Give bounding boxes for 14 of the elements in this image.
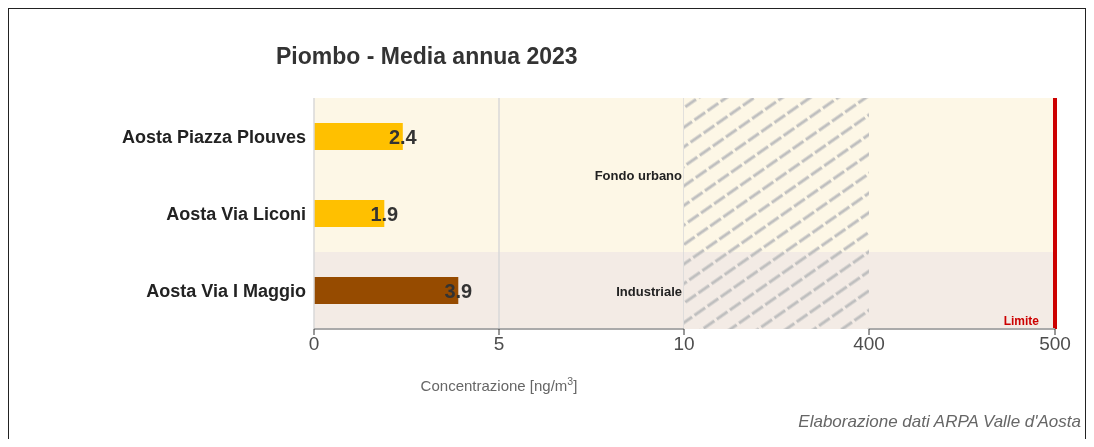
y-tick-label: Aosta Via I Maggio — [146, 280, 306, 301]
y-tick-label: Aosta Via Liconi — [166, 203, 306, 224]
text: Elaborazione dati ARPA Valle d'Aosta — [798, 412, 1081, 432]
chart-title: Piombo - Media annua 2023 — [276, 43, 578, 70]
ref-line-label: Limite — [1003, 314, 1040, 328]
x-axis-title: Concentrazione [ng/m$^{3}$] — [420, 375, 578, 394]
x-tick-label: 10 — [673, 333, 695, 355]
x-tick-label: 0 — [308, 333, 320, 355]
y-tick-label: Aosta Piazza Plouves — [121, 126, 306, 147]
x-tick-label: 500 — [1039, 333, 1071, 355]
x-tick-label: 5 — [493, 333, 505, 355]
x-tick-label: 400 — [853, 333, 885, 355]
band-label: Industriale — [616, 283, 682, 299]
band-label: Fondo urbano — [594, 168, 683, 183]
